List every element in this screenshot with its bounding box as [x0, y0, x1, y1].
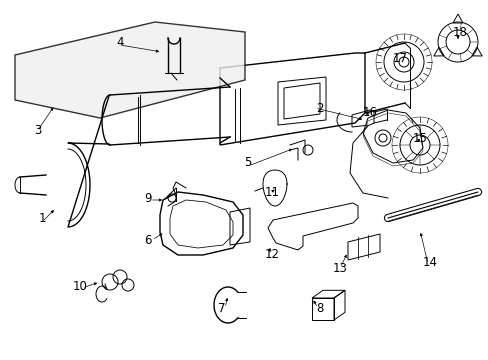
Text: 14: 14	[422, 256, 437, 269]
Polygon shape	[15, 22, 244, 118]
Text: 4: 4	[116, 36, 123, 49]
Text: 18: 18	[451, 26, 467, 39]
Text: 16: 16	[362, 105, 377, 118]
Text: 9: 9	[144, 192, 151, 204]
Text: 15: 15	[412, 131, 427, 144]
Text: 13: 13	[332, 261, 347, 274]
Text: 6: 6	[144, 234, 151, 247]
Text: 11: 11	[264, 185, 279, 198]
Text: 3: 3	[34, 123, 41, 136]
Text: 1: 1	[38, 211, 46, 225]
Text: 17: 17	[392, 51, 407, 64]
Text: 5: 5	[244, 156, 251, 168]
Text: 2: 2	[316, 102, 323, 114]
Bar	[311, 298, 333, 320]
Text: 8: 8	[316, 302, 323, 315]
Text: 7: 7	[218, 302, 225, 315]
Text: 10: 10	[72, 279, 87, 292]
Text: 12: 12	[264, 248, 279, 261]
